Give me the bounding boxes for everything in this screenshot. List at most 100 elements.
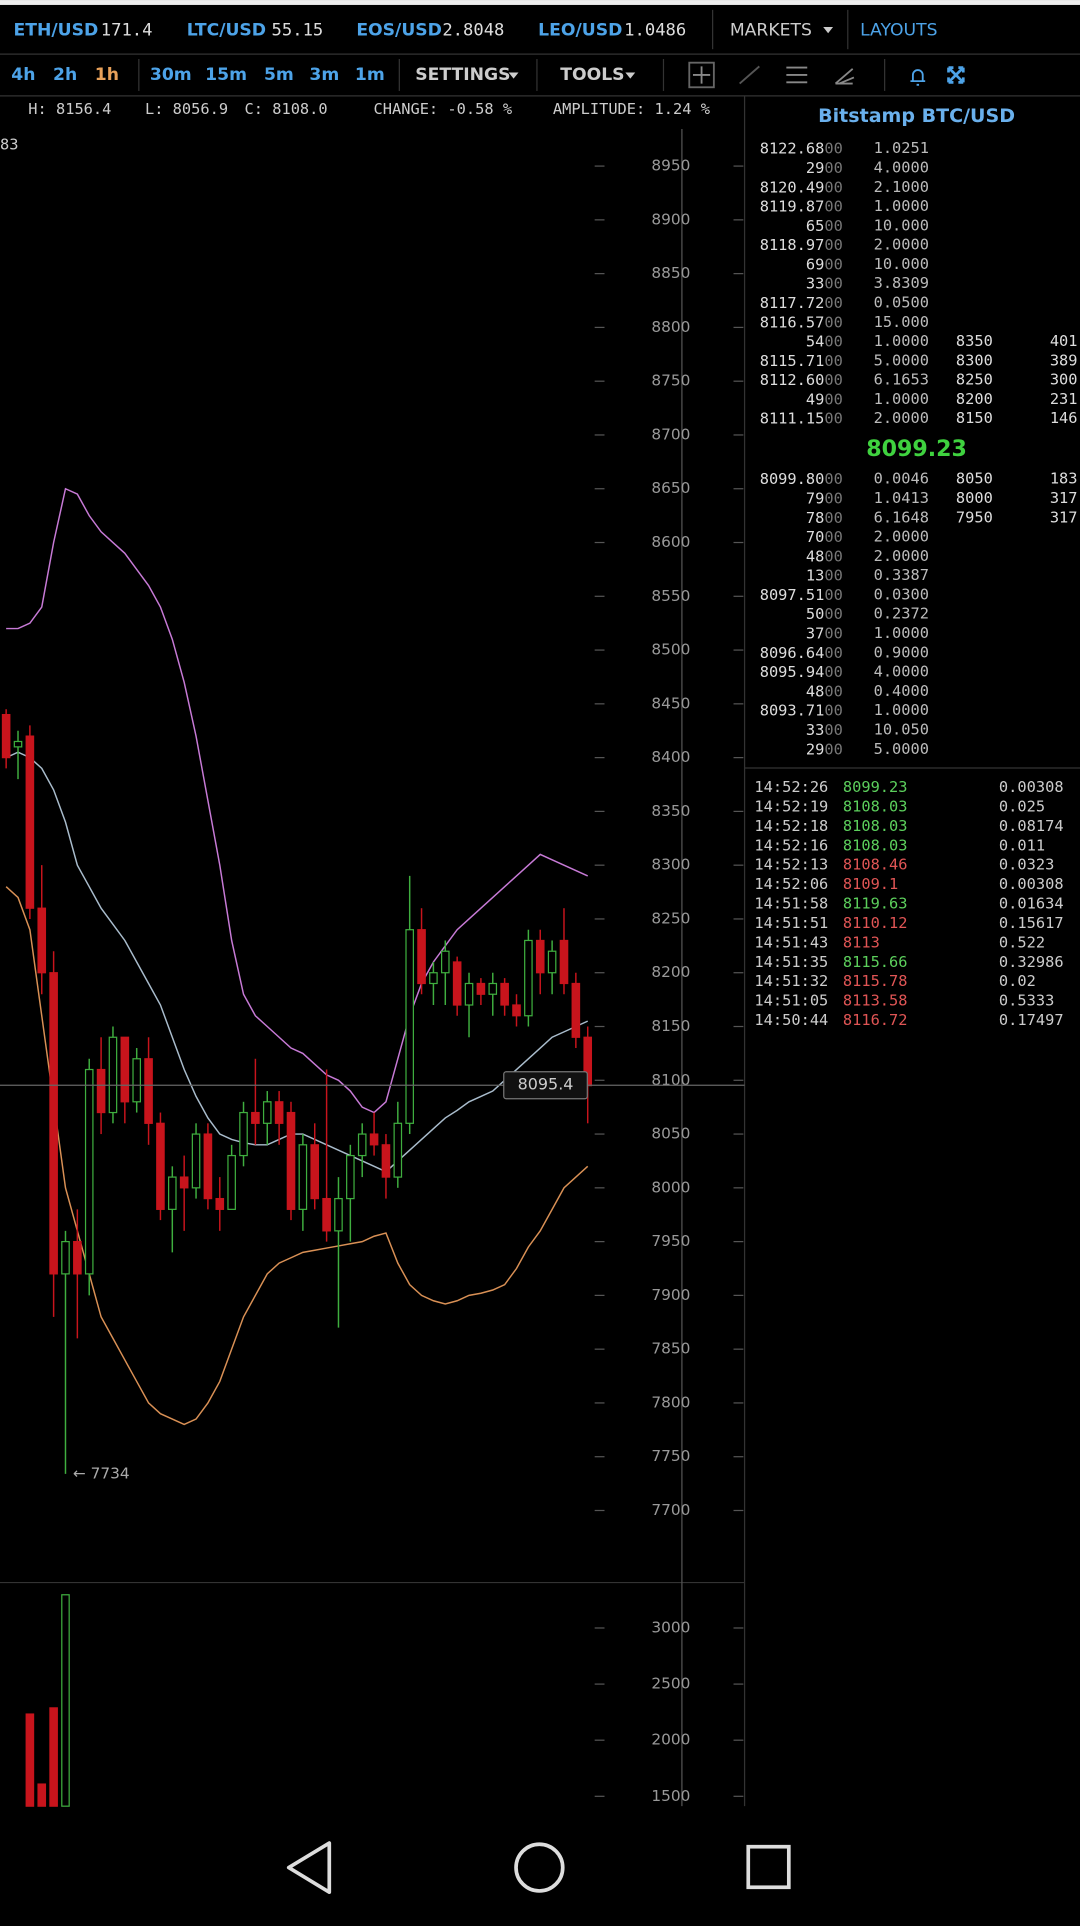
book-amount: 4.0000 <box>874 158 929 176</box>
candle-body <box>227 1154 236 1210</box>
candle-body <box>393 1122 403 1178</box>
alert-tool[interactable] <box>910 69 926 86</box>
price-suffix: 00 <box>824 547 842 565</box>
candle-body <box>144 1058 153 1124</box>
book-amount: 15.000 <box>874 313 929 331</box>
menu-tool[interactable] <box>786 66 808 84</box>
timeframe[interactable]: 1h <box>95 65 119 85</box>
price-main: 8097.51 <box>760 585 825 603</box>
price-main: 8111.15 <box>760 409 825 427</box>
book-amount: 0.9000 <box>874 643 929 661</box>
book-amount: 0.3387 <box>874 566 929 584</box>
book-amount: 1.0413 <box>874 489 929 507</box>
candle-body <box>274 1101 284 1124</box>
book-price: 8116.5700 <box>760 313 843 331</box>
timeframe[interactable]: 4h <box>11 65 35 85</box>
candle-body <box>464 982 474 1006</box>
tools-menu[interactable]: TOOLS <box>560 65 624 85</box>
trade-time: 14:51:43 <box>754 933 828 951</box>
trade-time: 14:52:19 <box>754 798 828 816</box>
last-price: 8099.23 <box>866 436 967 462</box>
price-suffix: 00 <box>824 274 842 292</box>
depth-total: 317 <box>1050 508 1078 526</box>
book-price: 7900 <box>806 489 843 507</box>
layouts-menu[interactable]: LAYOUTS <box>860 21 937 41</box>
candle-body <box>49 972 58 1275</box>
ticker-pair[interactable]: LEO/USD <box>538 21 622 41</box>
crosshair-label: 8095.4 <box>518 1075 574 1094</box>
price-suffix: 00 <box>824 178 842 196</box>
book-amount: 0.4000 <box>874 682 929 700</box>
candle-body <box>357 1133 367 1157</box>
timeframe[interactable]: 5m <box>264 65 294 85</box>
band-line <box>6 487 589 1114</box>
volume-bar <box>25 1713 35 1807</box>
markets-menu[interactable]: MARKETS <box>730 21 812 41</box>
price-main: 78 <box>806 508 824 526</box>
book-price: 7000 <box>806 528 843 546</box>
settings-menu[interactable]: SETTINGS <box>415 65 510 85</box>
recents-button[interactable] <box>746 1844 791 1890</box>
timeframe[interactable]: 15m <box>205 65 247 85</box>
brush-tool[interactable] <box>834 68 855 85</box>
y-tick-label: 7800 <box>651 1393 690 1411</box>
price-main: 8115.71 <box>760 351 825 369</box>
depth-price: 7950 <box>956 508 993 526</box>
home-button[interactable] <box>514 1842 565 1893</box>
trade-price: 8108.03 <box>843 836 908 854</box>
candle-body <box>500 982 509 1006</box>
y-tick-label: 8550 <box>651 587 690 605</box>
timeframe[interactable]: 3m <box>309 65 339 85</box>
ticker-pair[interactable]: ETH/USD <box>14 21 99 41</box>
timeframe[interactable]: 2h <box>53 65 77 85</box>
price-suffix: 00 <box>824 643 842 661</box>
price-suffix: 00 <box>824 351 842 369</box>
book-price: 8118.9700 <box>760 236 843 254</box>
trade-amount: 0.522 <box>999 933 1045 951</box>
book-amount: 10.050 <box>874 720 929 738</box>
candle-body <box>108 1036 118 1114</box>
ohlc-low: L: 8056.9 <box>145 100 228 118</box>
y-tick-label: 8900 <box>651 210 690 228</box>
book-price: 5400 <box>806 332 843 350</box>
candle-body <box>168 1176 177 1210</box>
price-main: 48 <box>806 682 824 700</box>
book-amount: 1.0000 <box>874 197 929 215</box>
price-suffix: 00 <box>824 313 842 331</box>
y-tick-label: 8400 <box>651 748 690 766</box>
nav-bar <box>0 1807 1080 1926</box>
y-tick-label: 8650 <box>651 479 690 497</box>
candle-body <box>322 1197 331 1232</box>
price-suffix: 00 <box>824 528 842 546</box>
price-main: 50 <box>806 605 824 623</box>
depth-price: 8150 <box>956 409 993 427</box>
price-main: 8095.94 <box>760 663 825 681</box>
line-tool[interactable] <box>739 65 760 85</box>
ohlc-high: H: 8156.4 <box>28 100 111 118</box>
candle-body <box>37 907 47 974</box>
book-price: 5000 <box>806 605 843 623</box>
candle-body <box>381 1144 391 1178</box>
candle-body <box>1 713 11 759</box>
trade-amount: 0.17497 <box>999 1011 1064 1029</box>
fullscreen-tool[interactable] <box>947 66 965 84</box>
crosshair-tool[interactable] <box>688 61 715 89</box>
book-amount: 0.2372 <box>874 605 929 623</box>
volume-bar <box>37 1783 47 1807</box>
ticker-pair[interactable]: LTC/USD <box>187 21 266 41</box>
timeframe[interactable]: 1m <box>355 65 385 85</box>
ticker-pair[interactable]: EOS/USD <box>356 21 442 41</box>
y-tick-label: 7900 <box>651 1286 690 1304</box>
back-button[interactable] <box>286 1841 332 1895</box>
timeframe[interactable]: 30m <box>150 65 192 85</box>
trade-amount: 0.08174 <box>999 817 1064 835</box>
trade-time: 14:51:32 <box>754 972 828 990</box>
book-amount: 10.000 <box>874 255 929 273</box>
band-line <box>5 886 589 1426</box>
trade-amount: 0.011 <box>999 836 1045 854</box>
depth-price: 8250 <box>956 371 993 389</box>
price-main: 8096.64 <box>760 643 825 661</box>
price-main: 8116.57 <box>760 313 825 331</box>
candle-body <box>334 1197 343 1232</box>
candle-body <box>535 939 545 974</box>
